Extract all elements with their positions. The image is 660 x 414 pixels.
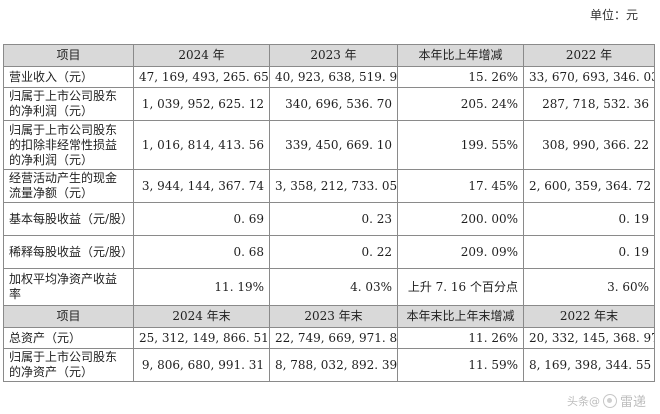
cell-change: 209. 09% (397, 235, 524, 269)
cell-v2024: 1, 016, 814, 413. 56 (133, 120, 270, 170)
watermark-text: 雷递 (619, 395, 646, 410)
table-row: 营业收入（元） 47, 169, 493, 265. 65 40, 923, 638… (3, 66, 655, 88)
cell-change: 上升 7. 16 个百分点 (397, 268, 524, 306)
row-label: 归属于上市公司股东的净资产（元） (3, 348, 134, 382)
cell-v2022: 0. 19 (523, 235, 655, 269)
cell-v2022: 308, 990, 366. 22 (523, 120, 655, 170)
cell-v2022: 287, 718, 532. 36 (523, 87, 655, 121)
cell-v2022: 0. 19 (523, 202, 655, 236)
cell-v2024: 0. 68 (133, 235, 270, 269)
row-label: 加权平均净资产收益率 (3, 268, 134, 306)
cell-v2022: 33, 670, 693, 346. 03 (523, 66, 655, 88)
column-header: 2023 年末 (269, 305, 398, 328)
cell-change: 200. 00% (397, 202, 524, 236)
cell-v2023: 3, 358, 212, 733. 05 (269, 169, 398, 203)
cell-v2024: 25, 312, 149, 866. 51 (133, 327, 270, 349)
column-header: 项目 (3, 305, 134, 328)
cell-v2022: 2, 600, 359, 364. 72 (523, 169, 655, 203)
table-row: 归属于上市公司股东的扣除非经常性损益的净利润（元） 1, 016, 814, 41… (3, 120, 655, 170)
cell-change: 15. 26% (397, 66, 524, 88)
cell-change: 11. 26% (397, 327, 524, 349)
table-row: 基本每股收益（元/股） 0. 69 0. 23 200. 00% 0. 19 (3, 202, 655, 236)
cell-v2023: 40, 923, 638, 519. 97 (269, 66, 398, 88)
table-row: 稀释每股收益（元/股） 0. 68 0. 22 209. 09% 0. 19 (3, 235, 655, 269)
cell-v2022: 20, 332, 145, 368. 97 (523, 327, 655, 349)
column-header: 项目 (3, 44, 134, 67)
cell-v2023: 339, 450, 669. 10 (269, 120, 398, 170)
cell-v2024: 47, 169, 493, 265. 65 (133, 66, 270, 88)
cell-change: 199. 55% (397, 120, 524, 170)
row-label: 稀释每股收益（元/股） (3, 235, 134, 269)
cell-v2022: 3. 60% (523, 268, 655, 306)
table-row: 加权平均净资产收益率 11. 19% 4. 03% 上升 7. 16 个百分点 3. 6… (3, 268, 655, 306)
cell-change: 205. 24% (397, 87, 524, 121)
cell-v2024: 1, 039, 952, 625. 12 (133, 87, 270, 121)
cell-change: 17. 45% (397, 169, 524, 203)
table-row: 归属于上市公司股东的净资产（元） 9, 806, 680, 991. 31 8, 7… (3, 348, 655, 382)
watermark: 头条@ 雷递 (567, 391, 646, 410)
table-row: 总资产（元） 25, 312, 149, 866. 51 22, 749, 669,… (3, 327, 655, 349)
cell-v2022: 8, 169, 398, 344. 55 (523, 348, 655, 382)
column-header: 2023 年 (269, 44, 398, 67)
column-header: 本年末比上年末增减 (397, 305, 524, 328)
row-label: 经营活动产生的现金流量净额（元） (3, 169, 134, 203)
cell-v2023: 8, 788, 032, 892. 39 (269, 348, 398, 382)
cell-v2023: 22, 749, 669, 971. 88 (269, 327, 398, 349)
cell-v2023: 4. 03% (269, 268, 398, 306)
row-label: 总资产（元） (3, 327, 134, 349)
row-label: 归属于上市公司股东的净利润（元） (3, 87, 134, 121)
table-header-row: 项目 2024 年 2023 年本年比上年增减 2022 年 (3, 44, 655, 67)
cell-change: 11. 59% (397, 348, 524, 382)
table-row: 经营活动产生的现金流量净额（元） 3, 944, 144, 367. 74 3, 3… (3, 169, 655, 203)
column-header: 2022 年 (523, 44, 655, 67)
column-header: 2024 年末 (133, 305, 270, 328)
column-header: 本年比上年增减 (397, 44, 524, 67)
watermark-logo-icon (602, 393, 617, 408)
cell-v2024: 3, 944, 144, 367. 74 (133, 169, 270, 203)
cell-v2024: 11. 19% (133, 268, 270, 306)
row-label: 营业收入（元） (3, 66, 134, 88)
row-label: 归属于上市公司股东的扣除非经常性损益的净利润（元） (3, 120, 134, 170)
table-header-row: 项目 2024 年末 2023 年末 本年末比上年末增减 2022 年末 (3, 305, 655, 328)
column-header: 2022 年末 (523, 305, 655, 328)
financial-summary-table: 项目 2024 年 2023 年本年比上年增减 2022 年营业收入（元） 47, 16… (3, 44, 655, 382)
watermark-prefix: 头条@ (566, 394, 600, 408)
cell-v2024: 0. 69 (133, 202, 270, 236)
column-header: 2024 年 (133, 44, 270, 67)
cell-v2024: 9, 806, 680, 991. 31 (133, 348, 270, 382)
cell-v2023: 0. 23 (269, 202, 398, 236)
table-row: 归属于上市公司股东的净利润（元） 1, 039, 952, 625. 12 340,… (3, 87, 655, 121)
unit-label: 单位：元 (589, 8, 638, 22)
cell-v2023: 0. 22 (269, 235, 398, 269)
cell-v2023: 340, 696, 536. 70 (269, 87, 398, 121)
row-label: 基本每股收益（元/股） (3, 202, 134, 236)
